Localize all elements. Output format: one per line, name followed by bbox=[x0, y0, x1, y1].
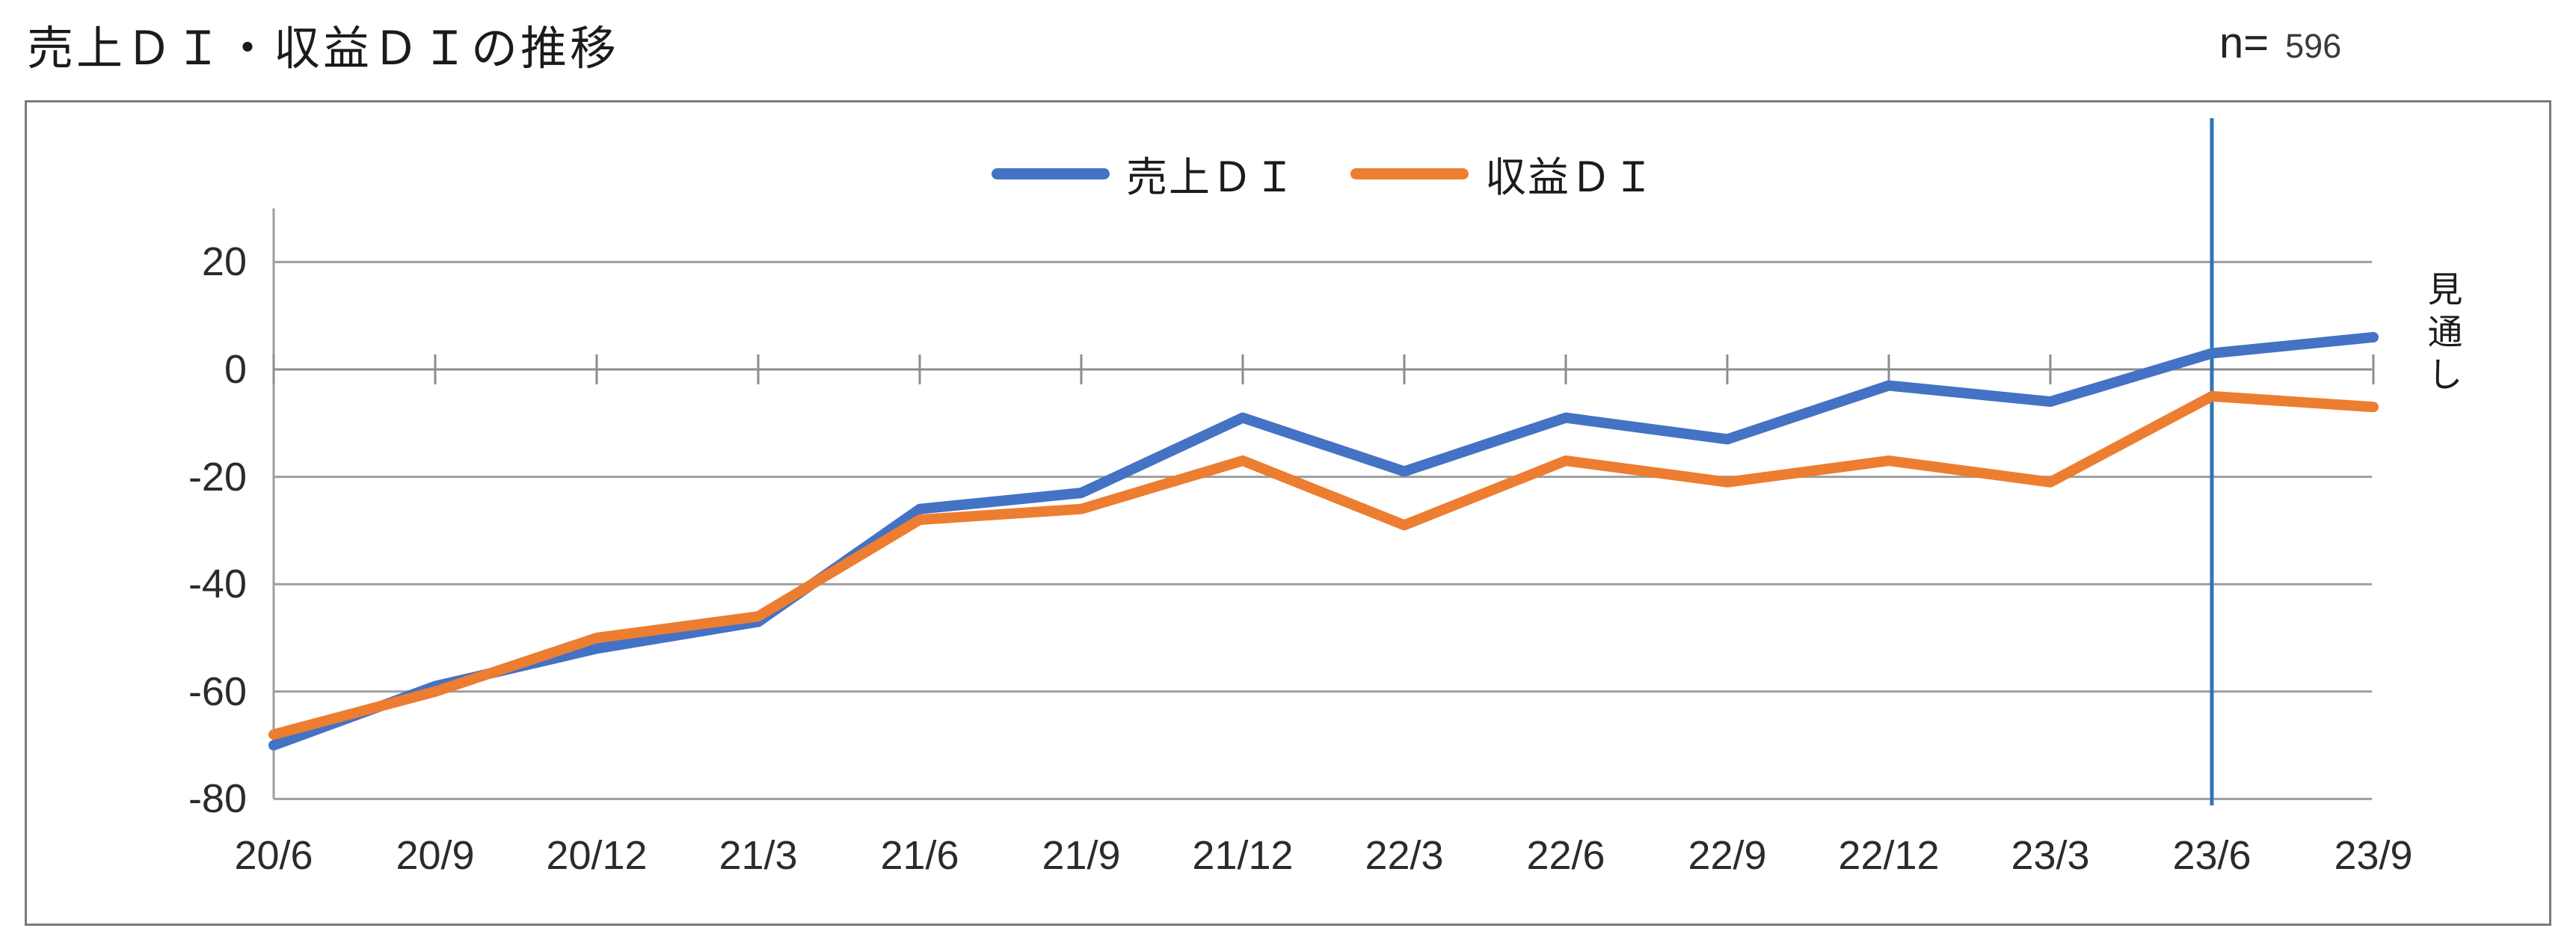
chart-legend: 売上ＤＩ 収益ＤＩ bbox=[992, 144, 1656, 203]
x-axis-tick-label: 21/12 bbox=[1192, 833, 1294, 878]
x-axis-tick-label: 20/12 bbox=[546, 833, 648, 878]
x-axis-tick-label: 20/6 bbox=[234, 833, 313, 878]
x-axis-tick-label: 22/9 bbox=[1688, 833, 1767, 878]
x-axis-tick-label: 22/12 bbox=[1838, 833, 1940, 878]
sample-size-label: n= 596 bbox=[2219, 18, 2341, 68]
y-axis-tick-label: -80 bbox=[188, 776, 247, 821]
legend-item-profit-di: 収益ＤＩ bbox=[1350, 144, 1656, 203]
chart-frame bbox=[25, 100, 2551, 926]
y-axis-tick-label: 20 bbox=[201, 239, 247, 284]
y-axis-tick-label: -40 bbox=[188, 562, 247, 606]
x-axis-tick-label: 23/9 bbox=[2334, 833, 2413, 878]
sample-size-prefix: n= bbox=[2219, 19, 2269, 67]
x-axis-tick-label: 22/3 bbox=[1365, 833, 1444, 878]
x-axis-tick-label: 22/6 bbox=[1526, 833, 1605, 878]
y-axis-tick-label: -60 bbox=[188, 669, 247, 714]
y-axis-tick-label: 0 bbox=[224, 347, 247, 392]
x-axis-tick-label: 21/6 bbox=[880, 833, 959, 878]
sample-size-value: 596 bbox=[2285, 27, 2342, 65]
x-axis-tick-label: 21/9 bbox=[1042, 833, 1121, 878]
profit-di-line-swatch-icon bbox=[1350, 168, 1469, 179]
x-axis-tick-label: 23/3 bbox=[2011, 833, 2090, 878]
x-axis-tick-label: 21/3 bbox=[719, 833, 798, 878]
profit-di-legend-label: 収益ＤＩ bbox=[1485, 154, 1656, 200]
y-axis-tick-label: -20 bbox=[188, 455, 247, 500]
x-axis-tick-label: 20/9 bbox=[396, 833, 475, 878]
forecast-annotation-label: 見通し bbox=[2422, 271, 2462, 399]
sales-di-legend-label: 売上ＤＩ bbox=[1126, 154, 1297, 200]
legend-item-sales-di: 売上ＤＩ bbox=[992, 144, 1297, 203]
x-axis-tick-label: 23/6 bbox=[2172, 833, 2251, 878]
page-title: 売上ＤＩ・収益ＤＩの推移 bbox=[27, 23, 620, 75]
sales-di-line-swatch-icon bbox=[992, 168, 1110, 179]
